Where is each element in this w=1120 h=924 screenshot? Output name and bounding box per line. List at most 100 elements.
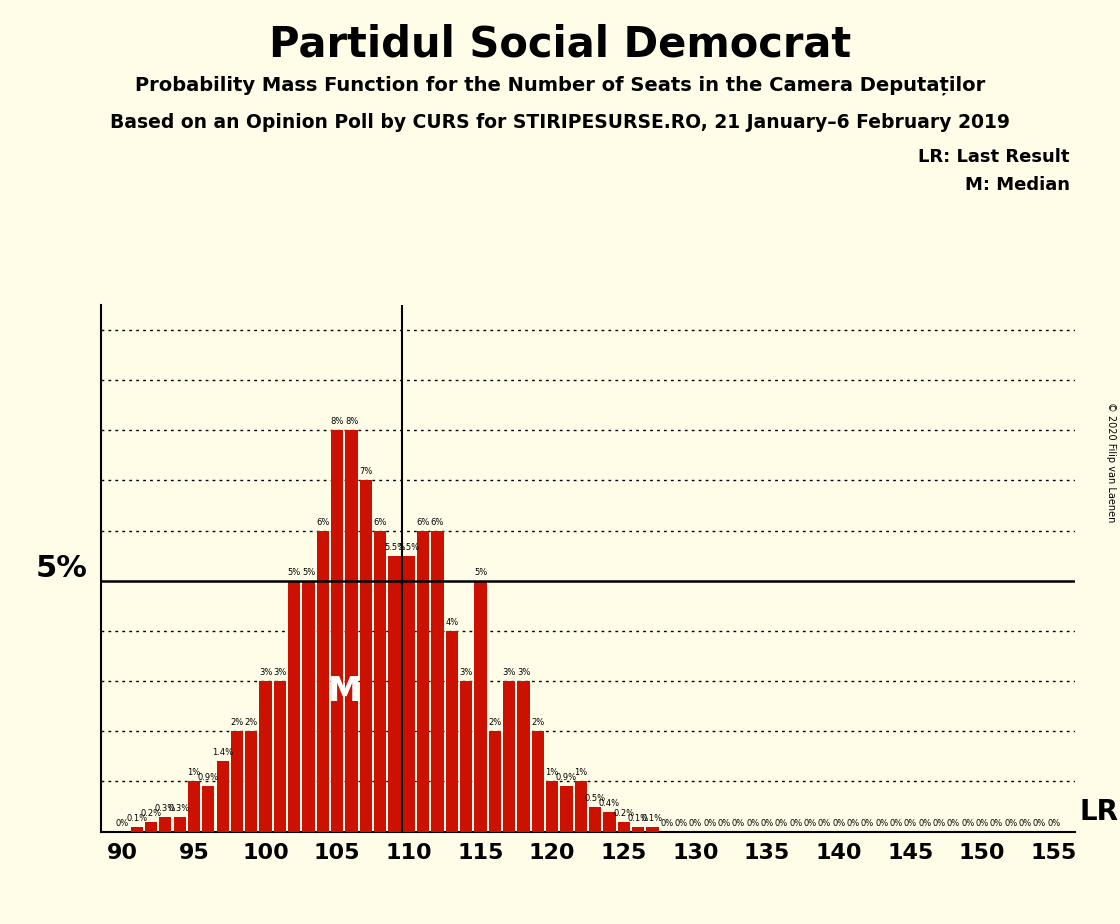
Bar <box>589 807 601 832</box>
Text: 0.3%: 0.3% <box>155 804 176 812</box>
Text: 5%: 5% <box>302 567 315 577</box>
Bar <box>159 817 171 832</box>
Text: LR: Last Result: LR: Last Result <box>918 148 1070 165</box>
Bar <box>131 827 142 832</box>
Text: 6%: 6% <box>374 517 386 527</box>
Text: 0%: 0% <box>832 819 846 828</box>
Text: 3%: 3% <box>273 668 287 677</box>
Bar <box>460 681 473 832</box>
Text: 0%: 0% <box>718 819 730 828</box>
Bar <box>475 581 486 832</box>
Text: 0%: 0% <box>889 819 903 828</box>
Bar <box>632 827 644 832</box>
Text: 0%: 0% <box>847 819 860 828</box>
Text: 0%: 0% <box>946 819 960 828</box>
Text: 0%: 0% <box>918 819 932 828</box>
Text: 2%: 2% <box>231 718 243 727</box>
Text: 0%: 0% <box>731 819 745 828</box>
Text: Partidul Social Democrat: Partidul Social Democrat <box>269 23 851 65</box>
Bar <box>488 731 501 832</box>
Text: 2%: 2% <box>244 718 258 727</box>
Text: 3%: 3% <box>459 668 473 677</box>
Text: 1%: 1% <box>545 769 559 777</box>
Bar <box>188 782 200 832</box>
Text: 0%: 0% <box>674 819 688 828</box>
Text: 3%: 3% <box>516 668 530 677</box>
Bar <box>273 681 286 832</box>
Text: Probability Mass Function for the Number of Seats in the Camera Deputaților: Probability Mass Function for the Number… <box>134 76 986 95</box>
Text: 6%: 6% <box>431 517 445 527</box>
Bar <box>260 681 272 832</box>
Bar <box>575 782 587 832</box>
Text: 0.1%: 0.1% <box>642 813 663 822</box>
Bar <box>231 731 243 832</box>
Text: 0%: 0% <box>1005 819 1017 828</box>
Text: 0%: 0% <box>760 819 774 828</box>
Bar <box>216 761 228 832</box>
Text: 0.9%: 0.9% <box>198 773 218 783</box>
Text: 1%: 1% <box>187 769 200 777</box>
Bar <box>446 631 458 832</box>
Text: 0%: 0% <box>933 819 945 828</box>
Bar <box>144 821 157 832</box>
Bar <box>288 581 300 832</box>
Text: 6%: 6% <box>417 517 430 527</box>
Text: 2%: 2% <box>488 718 502 727</box>
Bar <box>503 681 515 832</box>
Text: 0.4%: 0.4% <box>599 798 620 808</box>
Text: © 2020 Filip van Laenen: © 2020 Filip van Laenen <box>1107 402 1116 522</box>
Bar <box>174 817 186 832</box>
Bar <box>374 530 386 832</box>
Text: 1%: 1% <box>575 769 588 777</box>
Text: 5.5%: 5.5% <box>399 542 420 552</box>
Bar <box>403 555 416 832</box>
Text: 8%: 8% <box>330 418 344 426</box>
Bar <box>360 480 372 832</box>
Text: M: Median: M: Median <box>964 176 1070 193</box>
Text: 0%: 0% <box>115 819 129 828</box>
Bar <box>332 431 344 832</box>
Text: 0%: 0% <box>1018 819 1032 828</box>
Text: 0.3%: 0.3% <box>169 804 190 812</box>
Text: 0%: 0% <box>1033 819 1046 828</box>
Text: 0%: 0% <box>976 819 989 828</box>
Text: 3%: 3% <box>259 668 272 677</box>
Text: 0.1%: 0.1% <box>127 813 147 822</box>
Text: 6%: 6% <box>316 517 329 527</box>
Bar <box>646 827 659 832</box>
Text: 0%: 0% <box>1047 819 1061 828</box>
Text: 5.5%: 5.5% <box>384 542 405 552</box>
Bar <box>604 811 616 832</box>
Bar <box>389 555 401 832</box>
Bar <box>532 731 544 832</box>
Text: 0.2%: 0.2% <box>140 808 161 818</box>
Text: 5%: 5% <box>474 567 487 577</box>
Bar <box>302 581 315 832</box>
Text: 5%: 5% <box>288 567 301 577</box>
Text: 0%: 0% <box>790 819 802 828</box>
Text: 0%: 0% <box>775 819 788 828</box>
Text: 2%: 2% <box>531 718 544 727</box>
Text: 0%: 0% <box>703 819 717 828</box>
Text: 0.5%: 0.5% <box>585 794 606 803</box>
Text: 0%: 0% <box>660 819 673 828</box>
Text: 0%: 0% <box>746 819 759 828</box>
Bar <box>317 530 329 832</box>
Text: 4%: 4% <box>446 618 458 627</box>
Text: 0.2%: 0.2% <box>614 808 634 818</box>
Text: 0%: 0% <box>803 819 816 828</box>
Text: 0%: 0% <box>861 819 874 828</box>
Bar <box>431 530 444 832</box>
Bar <box>245 731 258 832</box>
Text: 0%: 0% <box>990 819 1004 828</box>
Text: 1.4%: 1.4% <box>212 748 233 758</box>
Text: 0%: 0% <box>875 819 888 828</box>
Text: 0.1%: 0.1% <box>627 813 648 822</box>
Text: 8%: 8% <box>345 418 358 426</box>
Bar <box>618 821 629 832</box>
Text: Based on an Opinion Poll by CURS for STIRIPESURSE.RO, 21 January–6 February 2019: Based on an Opinion Poll by CURS for STI… <box>110 113 1010 132</box>
Text: 0%: 0% <box>818 819 831 828</box>
Bar <box>547 782 558 832</box>
Text: 0%: 0% <box>961 819 974 828</box>
Bar <box>203 786 214 832</box>
